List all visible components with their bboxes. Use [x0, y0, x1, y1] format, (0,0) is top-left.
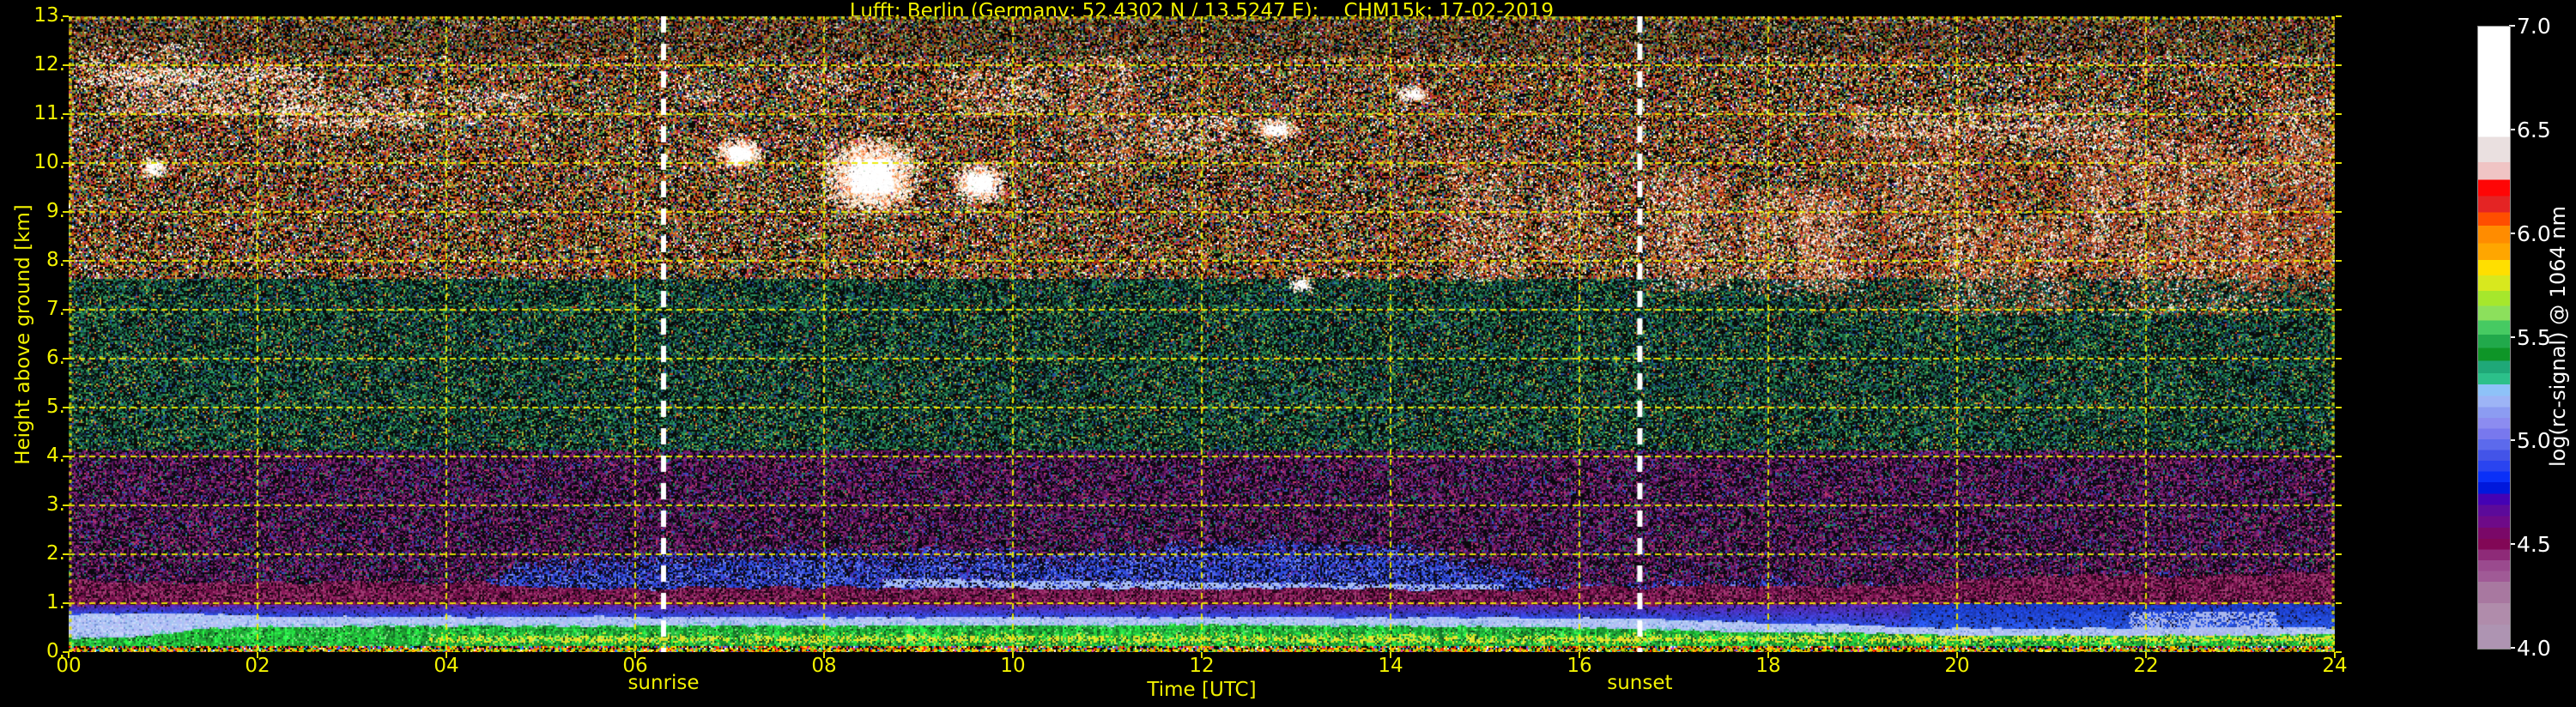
- x-tick-label: 24: [2322, 655, 2348, 677]
- y-tick-label: 5.: [46, 396, 65, 418]
- x-tick-label: 16: [1567, 655, 1592, 677]
- y-tick-mark-right: [2336, 602, 2342, 604]
- x-tick-mark: [2145, 652, 2147, 658]
- x-tick-label: 00: [56, 655, 82, 677]
- y-tick-mark: [63, 15, 69, 17]
- y-tick-label: 1.: [46, 591, 65, 613]
- x-tick-mark: [68, 652, 70, 658]
- y-tick-label: 12.: [33, 53, 65, 76]
- y-tick-label: 11.: [33, 102, 65, 124]
- x-tick-mark: [1579, 652, 1580, 658]
- y-tick-label: 13.: [33, 4, 65, 27]
- y-tick-mark-right: [2336, 553, 2342, 555]
- y-tick-mark: [63, 260, 69, 262]
- colorbar-tick-label: 4.0: [2517, 636, 2551, 661]
- y-tick-mark-right: [2336, 358, 2342, 360]
- sunrise-label: sunrise: [627, 672, 700, 694]
- y-tick-mark: [63, 64, 69, 66]
- x-tick-mark: [2334, 652, 2336, 658]
- y-tick-mark-right: [2336, 15, 2342, 17]
- heatmap-canvas: [69, 16, 2335, 652]
- colorbar-tick-label: 5.0: [2517, 428, 2551, 454]
- x-tick-label: 14: [1378, 655, 1403, 677]
- y-tick-label: 8.: [46, 249, 65, 271]
- x-tick-label: 20: [1944, 655, 1970, 677]
- y-tick-mark: [63, 113, 69, 115]
- colorbar-tick-mark: [2509, 335, 2515, 338]
- y-tick-mark-right: [2336, 113, 2342, 115]
- y-tick-mark-right: [2336, 505, 2342, 506]
- y-tick-label: 4.: [46, 444, 65, 467]
- y-tick-mark: [63, 309, 69, 311]
- y-tick-mark: [63, 553, 69, 555]
- colorbar-tick-mark: [2509, 128, 2515, 130]
- colorbar-tick-mark: [2509, 543, 2515, 546]
- x-tick-label: 04: [433, 655, 459, 677]
- x-tick-label: 06: [622, 655, 648, 677]
- y-tick-mark: [63, 651, 69, 653]
- colorbar-tick-label: 7.0: [2517, 14, 2551, 39]
- y-tick-mark: [63, 162, 69, 164]
- y-tick-label: 2.: [46, 542, 65, 565]
- y-tick-mark: [63, 456, 69, 457]
- colorbar-tick-label: 6.0: [2517, 221, 2551, 246]
- y-tick-mark-right: [2336, 64, 2342, 66]
- y-tick-mark-right: [2336, 456, 2342, 457]
- colorbar-tick-mark: [2509, 439, 2515, 442]
- x-tick-mark: [445, 652, 447, 658]
- x-tick-label: 22: [2133, 655, 2159, 677]
- y-tick-label: 7.: [46, 298, 65, 320]
- x-tick-mark: [1956, 652, 1958, 658]
- colorbar-tick-mark: [2509, 25, 2515, 27]
- y-tick-label: 0.: [46, 640, 65, 662]
- y-tick-mark: [63, 358, 69, 360]
- y-tick-label: 9.: [46, 200, 65, 222]
- y-tick-label: 3.: [46, 493, 65, 516]
- y-axis-label: Height above ground [km]: [12, 204, 34, 465]
- x-tick-mark: [823, 652, 825, 658]
- x-tick-label: 18: [1755, 655, 1781, 677]
- y-tick-mark: [63, 602, 69, 604]
- y-tick-label: 6.: [46, 347, 65, 369]
- colorbar-label: log(rc-signal) @ 1064 nm: [2546, 205, 2570, 468]
- y-tick-mark-right: [2336, 651, 2342, 653]
- y-tick-mark: [63, 407, 69, 408]
- y-tick-label: 10.: [33, 151, 65, 173]
- x-tick-label: 10: [1000, 655, 1026, 677]
- x-tick-mark: [1012, 652, 1014, 658]
- y-tick-mark: [63, 505, 69, 506]
- colorbar-tick-mark: [2509, 232, 2515, 234]
- colorbar: [2477, 26, 2511, 650]
- y-tick-mark-right: [2336, 211, 2342, 213]
- colorbar-tick-mark: [2509, 647, 2515, 649]
- y-tick-mark-right: [2336, 309, 2342, 311]
- x-tick-mark: [257, 652, 258, 658]
- colorbar-tick-label: 4.5: [2517, 532, 2551, 558]
- x-axis-label: Time [UTC]: [1147, 679, 1257, 701]
- colorbar-tick-label: 5.5: [2517, 324, 2551, 350]
- x-tick-mark: [1201, 652, 1203, 658]
- x-tick-mark: [1767, 652, 1769, 658]
- y-tick-mark: [63, 211, 69, 213]
- y-tick-mark-right: [2336, 260, 2342, 262]
- x-tick-label: 02: [245, 655, 270, 677]
- colorbar-tick-label: 6.5: [2517, 117, 2551, 142]
- sunset-label: sunset: [1607, 672, 1673, 694]
- y-tick-mark-right: [2336, 407, 2342, 408]
- x-tick-mark: [1390, 652, 1391, 658]
- x-tick-mark: [634, 652, 636, 658]
- y-tick-mark-right: [2336, 162, 2342, 164]
- x-tick-label: 12: [1189, 655, 1215, 677]
- x-tick-label: 08: [811, 655, 837, 677]
